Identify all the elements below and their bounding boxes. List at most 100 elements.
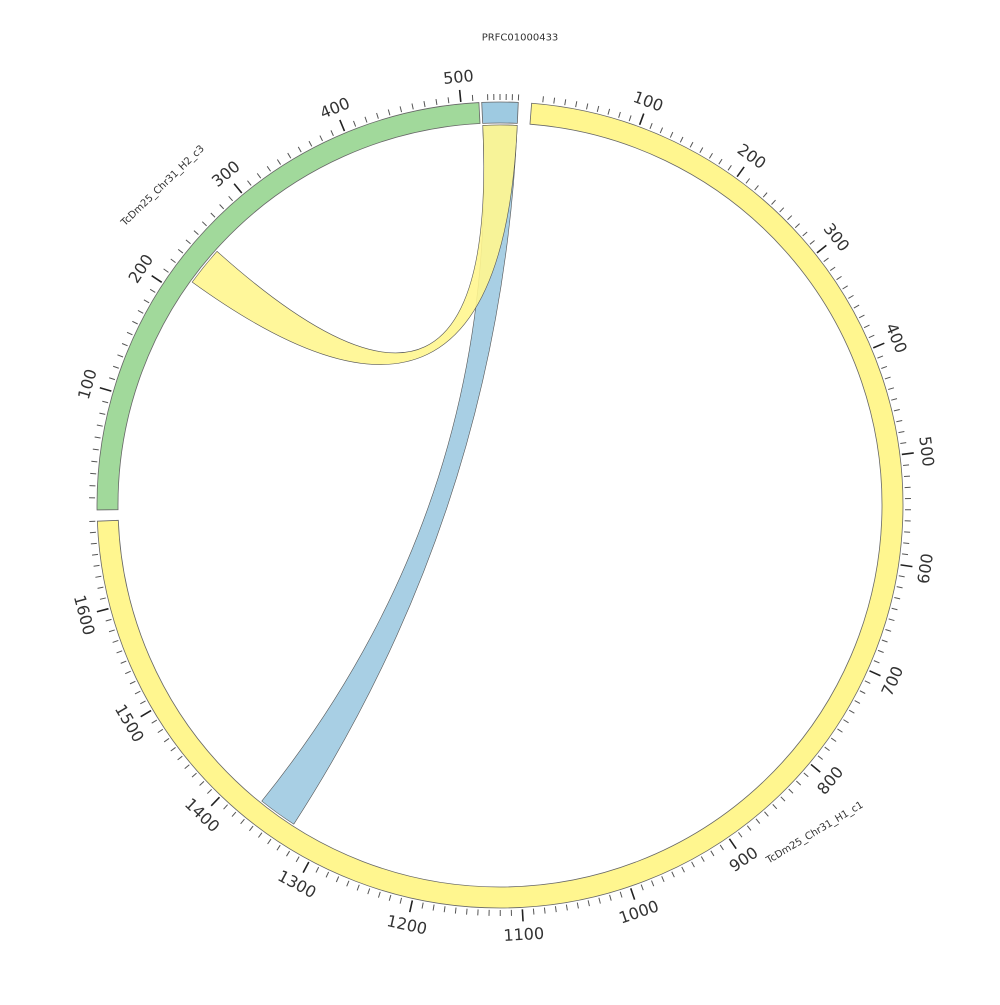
minor-tick: [194, 231, 198, 235]
minor-tick: [818, 756, 823, 760]
minor-tick: [144, 300, 149, 303]
minor-tick: [747, 826, 751, 831]
minor-tick: [885, 629, 891, 631]
minor-tick: [320, 136, 323, 141]
minor-tick: [178, 249, 183, 253]
minor-tick: [378, 892, 380, 898]
minor-tick: [865, 681, 870, 684]
minor-tick: [544, 908, 545, 914]
tick-label: 900: [726, 843, 762, 876]
minor-tick: [117, 651, 123, 653]
minor-tick: [211, 213, 215, 217]
minor-tick: [316, 867, 319, 872]
minor-tick: [789, 789, 793, 793]
minor-tick: [140, 701, 145, 704]
minor-tick: [889, 619, 895, 621]
minor-tick: [400, 106, 401, 112]
minor-tick: [854, 305, 859, 308]
tick-label: 500: [442, 66, 474, 88]
major-tick: [901, 565, 913, 567]
minor-tick: [347, 881, 349, 887]
link-ribbon-prfc-h2: [192, 125, 517, 365]
major-tick: [303, 862, 309, 873]
minor-tick: [898, 432, 904, 433]
minor-tick: [587, 103, 588, 109]
minor-tick: [109, 630, 115, 632]
minor-tick: [99, 413, 105, 414]
minor-tick: [629, 115, 631, 121]
minor-tick: [837, 729, 842, 732]
minor-tick: [125, 671, 130, 673]
segment-prfc: [482, 102, 519, 123]
minor-tick: [746, 179, 750, 184]
minor-tick: [619, 112, 621, 118]
minor-tick: [843, 286, 848, 289]
major-tick: [817, 245, 826, 252]
tick-label: 600: [914, 552, 937, 585]
minor-tick: [902, 554, 908, 555]
minor-tick: [903, 543, 909, 544]
minor-tick: [896, 420, 902, 421]
minor-tick: [444, 906, 445, 912]
minor-tick: [98, 587, 104, 588]
major-tick: [631, 888, 635, 899]
minor-tick: [130, 681, 135, 684]
minor-tick: [200, 781, 204, 785]
minor-tick: [257, 173, 261, 178]
minor-tick: [422, 903, 423, 909]
minor-tick: [171, 259, 176, 263]
minor-tick: [388, 109, 390, 115]
minor-tick: [543, 96, 544, 102]
minor-tick: [899, 576, 905, 577]
minor-tick: [864, 325, 869, 328]
tick-label: 1300: [275, 866, 320, 902]
minor-tick: [122, 343, 128, 345]
tick-label: 100: [74, 367, 101, 402]
tick-label: 300: [820, 219, 854, 255]
minor-tick: [576, 101, 577, 107]
minor-tick: [670, 132, 673, 137]
minor-tick: [848, 295, 853, 298]
link-ribbon-prfc-h1: [262, 125, 517, 824]
major-tick: [522, 909, 523, 921]
minor-tick: [599, 898, 600, 904]
tick-label: 200: [734, 140, 770, 173]
minor-tick: [309, 141, 312, 146]
segment-name-prfc: PRFC01000433: [482, 33, 559, 44]
minor-tick: [881, 366, 887, 368]
minor-tick: [93, 449, 99, 450]
minor-tick: [701, 856, 704, 861]
minor-tick: [773, 804, 777, 808]
minor-tick: [900, 443, 906, 444]
major-tick: [211, 797, 219, 806]
minor-tick: [121, 661, 127, 663]
minor-tick: [843, 720, 848, 723]
major-tick: [340, 120, 345, 131]
tick-label: 200: [125, 251, 158, 287]
minor-tick: [652, 881, 654, 887]
tick-label: 500: [915, 435, 938, 468]
segment-name-h2: TcDm25_Chr31_H2_c3: [119, 143, 207, 229]
minor-tick: [690, 142, 693, 147]
minor-tick: [377, 113, 379, 119]
minor-tick: [711, 851, 714, 856]
minor-tick: [859, 315, 864, 318]
minor-tick: [830, 267, 835, 270]
minor-tick: [641, 885, 643, 891]
minor-tick: [662, 876, 664, 882]
minor-tick: [555, 906, 556, 912]
segment-h2: [97, 103, 480, 510]
minor-tick: [357, 885, 359, 891]
major-tick: [234, 184, 242, 193]
minor-tick: [224, 805, 228, 809]
minor-tick: [158, 729, 163, 732]
major-tick: [100, 388, 112, 391]
major-tick: [729, 839, 736, 849]
minor-tick: [267, 166, 270, 171]
minor-tick: [113, 366, 119, 368]
minor-tick: [109, 378, 115, 380]
minor-tick: [720, 845, 723, 850]
minor-tick: [650, 123, 652, 129]
minor-tick: [448, 97, 449, 103]
